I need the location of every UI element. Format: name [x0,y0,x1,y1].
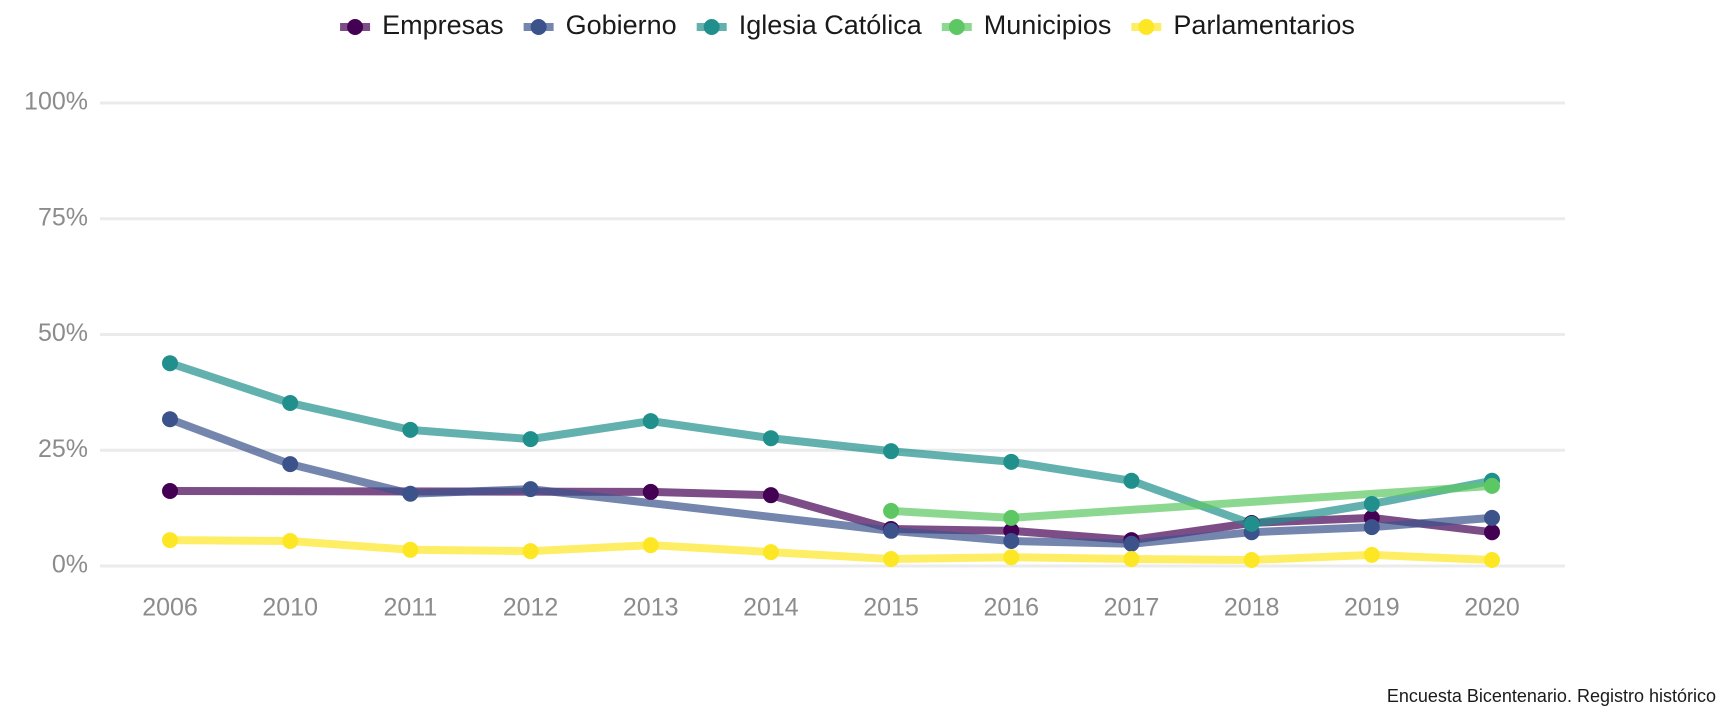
data-point [1363,546,1380,563]
data-point [1003,532,1020,549]
data-point [1243,551,1260,568]
x-tick-label: 2011 [383,594,437,622]
data-point [1484,477,1500,494]
data-point [162,411,178,428]
legend-label: Empresas [382,10,504,40]
y-tick-label: 50% [38,319,88,347]
x-tick-label: 2017 [1104,594,1160,622]
data-point [1484,524,1500,541]
data-point [1003,509,1020,526]
data-point [1003,549,1020,566]
x-tick-label: 2018 [1224,594,1280,622]
legend-label: Gobierno [566,10,677,40]
data-point [642,537,659,554]
data-point [1123,535,1140,552]
legend-label: Parlamentarios [1173,10,1355,40]
data-point [1003,453,1020,470]
data-point [162,355,178,372]
data-point [883,522,900,539]
data-point [642,413,659,430]
legend: Empresas Gobierno Iglesia Católica Municipi… [340,10,1355,40]
y-tick-label: 25% [38,435,88,463]
data-point [1363,519,1380,536]
legend-key-point [347,19,364,35]
x-tick-label: 2012 [503,594,559,622]
series-line [166,536,1496,564]
data-point [1243,515,1260,532]
legend-key-point [703,19,720,35]
caption: Encuesta Bicentenario. Registro históric… [1387,686,1716,706]
y-tick-label: 100% [24,88,88,116]
data-point [162,482,178,499]
data-point [762,487,779,504]
data-point [1123,551,1140,568]
data-point [522,543,539,560]
data-point [522,481,539,498]
data-point [402,485,419,502]
data-point [402,541,419,558]
legend-key-point [1138,19,1155,35]
data-point [1484,551,1500,568]
x-tick-label: 2016 [983,594,1039,622]
legend-label: Iglesia Católica [739,10,923,40]
data-point [1363,495,1380,512]
x-tick-label: 2014 [743,594,799,622]
data-point [402,421,419,438]
data-point [1484,509,1500,526]
data-point [1123,472,1140,489]
data-point [762,544,779,561]
data-point [762,430,779,447]
data-point [642,483,659,500]
legend-key-point [530,19,547,35]
data-point [522,431,539,448]
y-tick-label: 75% [38,203,88,231]
data-point [883,443,900,460]
data-point [883,502,900,519]
x-tick-label: 2020 [1464,594,1520,622]
series-line [166,359,1496,528]
data-point [162,532,178,549]
legend-label: Municipios [984,10,1112,40]
y-tick-label: 0% [52,551,88,579]
x-tick-label: 2010 [262,594,318,622]
series-line [166,415,1496,548]
legend-key-point [948,19,965,35]
data-point [883,551,900,568]
data-point [282,456,299,473]
x-tick-label: 2019 [1344,594,1400,622]
data-point [282,532,299,549]
x-tick-label: 2006 [142,594,198,622]
x-tick-label: 2015 [863,594,919,622]
x-tick-label: 2013 [623,594,679,622]
data-point [282,395,299,412]
